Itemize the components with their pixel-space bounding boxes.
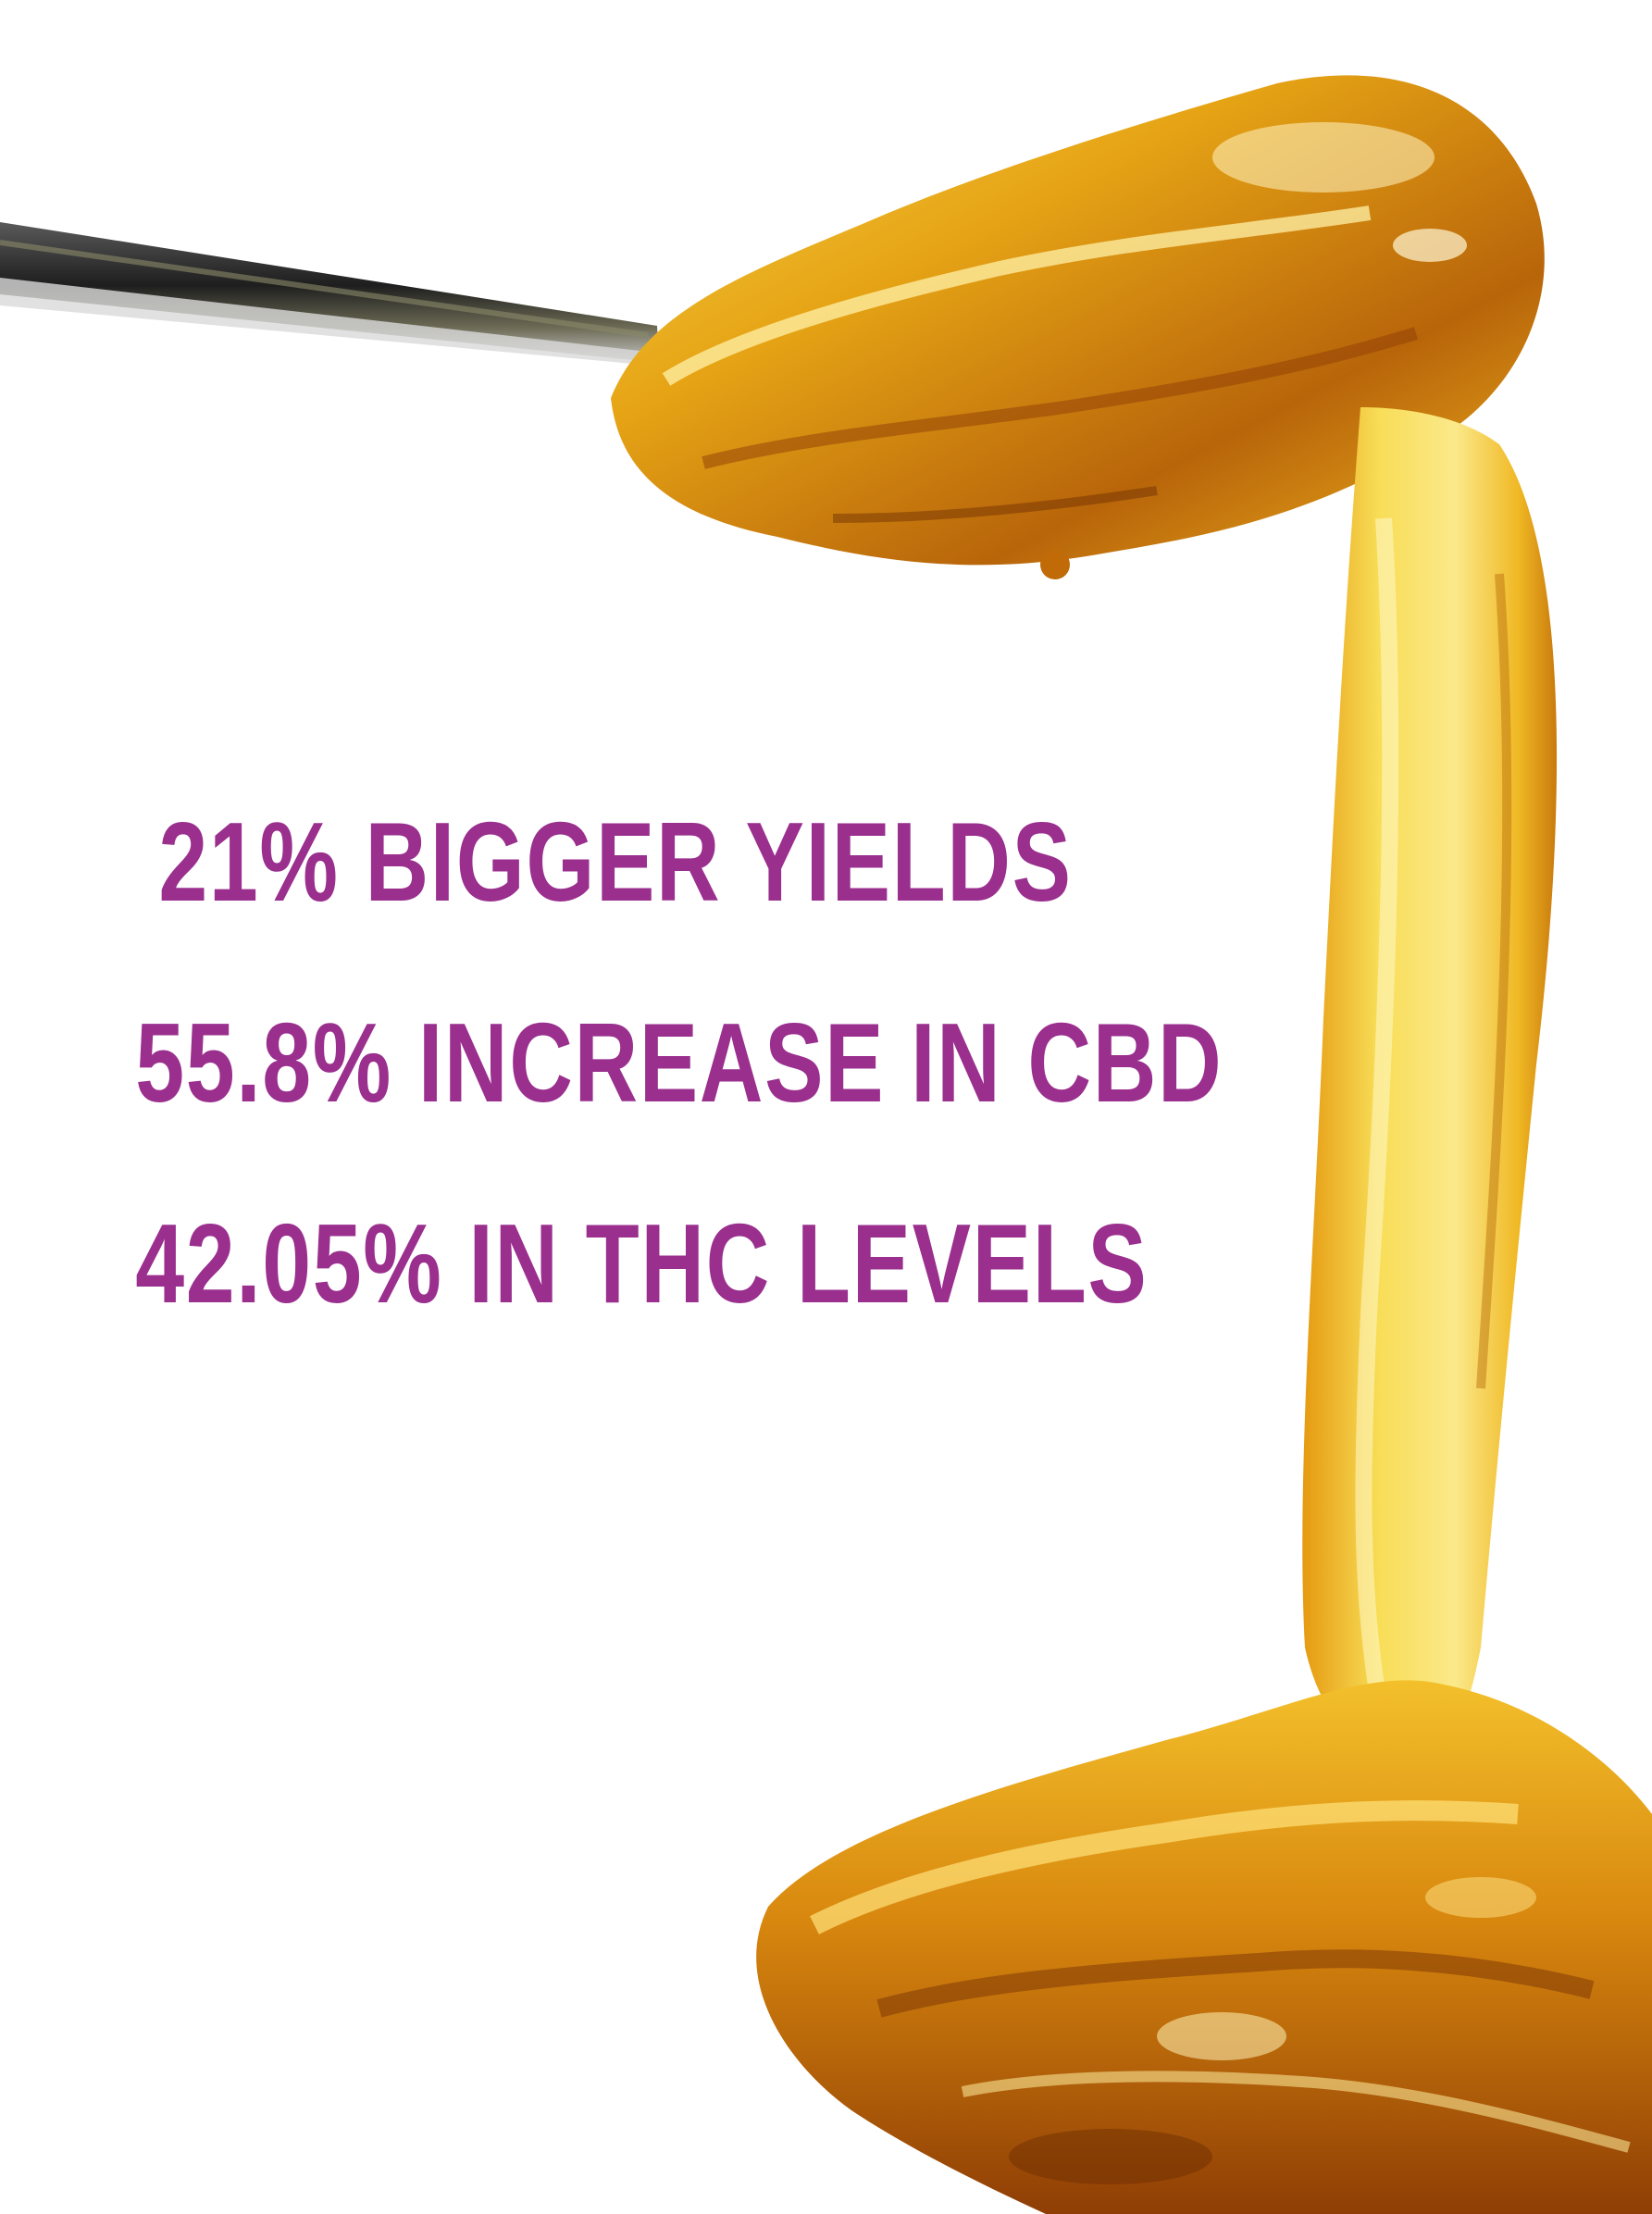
resin-stream xyxy=(1302,407,1558,1759)
resin-puddle xyxy=(756,1680,1652,2214)
headline-line-cbd: 55.8% INCREASE IN CBD xyxy=(135,1000,1223,1126)
headline: 21% BIGGER YIELDS 55.8% INCREASE IN CBD … xyxy=(135,799,1223,1408)
dab-tool xyxy=(0,222,659,366)
headline-line-thc: 42.05% IN THC LEVELS xyxy=(135,1200,1149,1326)
resin-blob-top xyxy=(611,75,1545,579)
headline-line-yields: 21% BIGGER YIELDS xyxy=(158,799,1073,925)
